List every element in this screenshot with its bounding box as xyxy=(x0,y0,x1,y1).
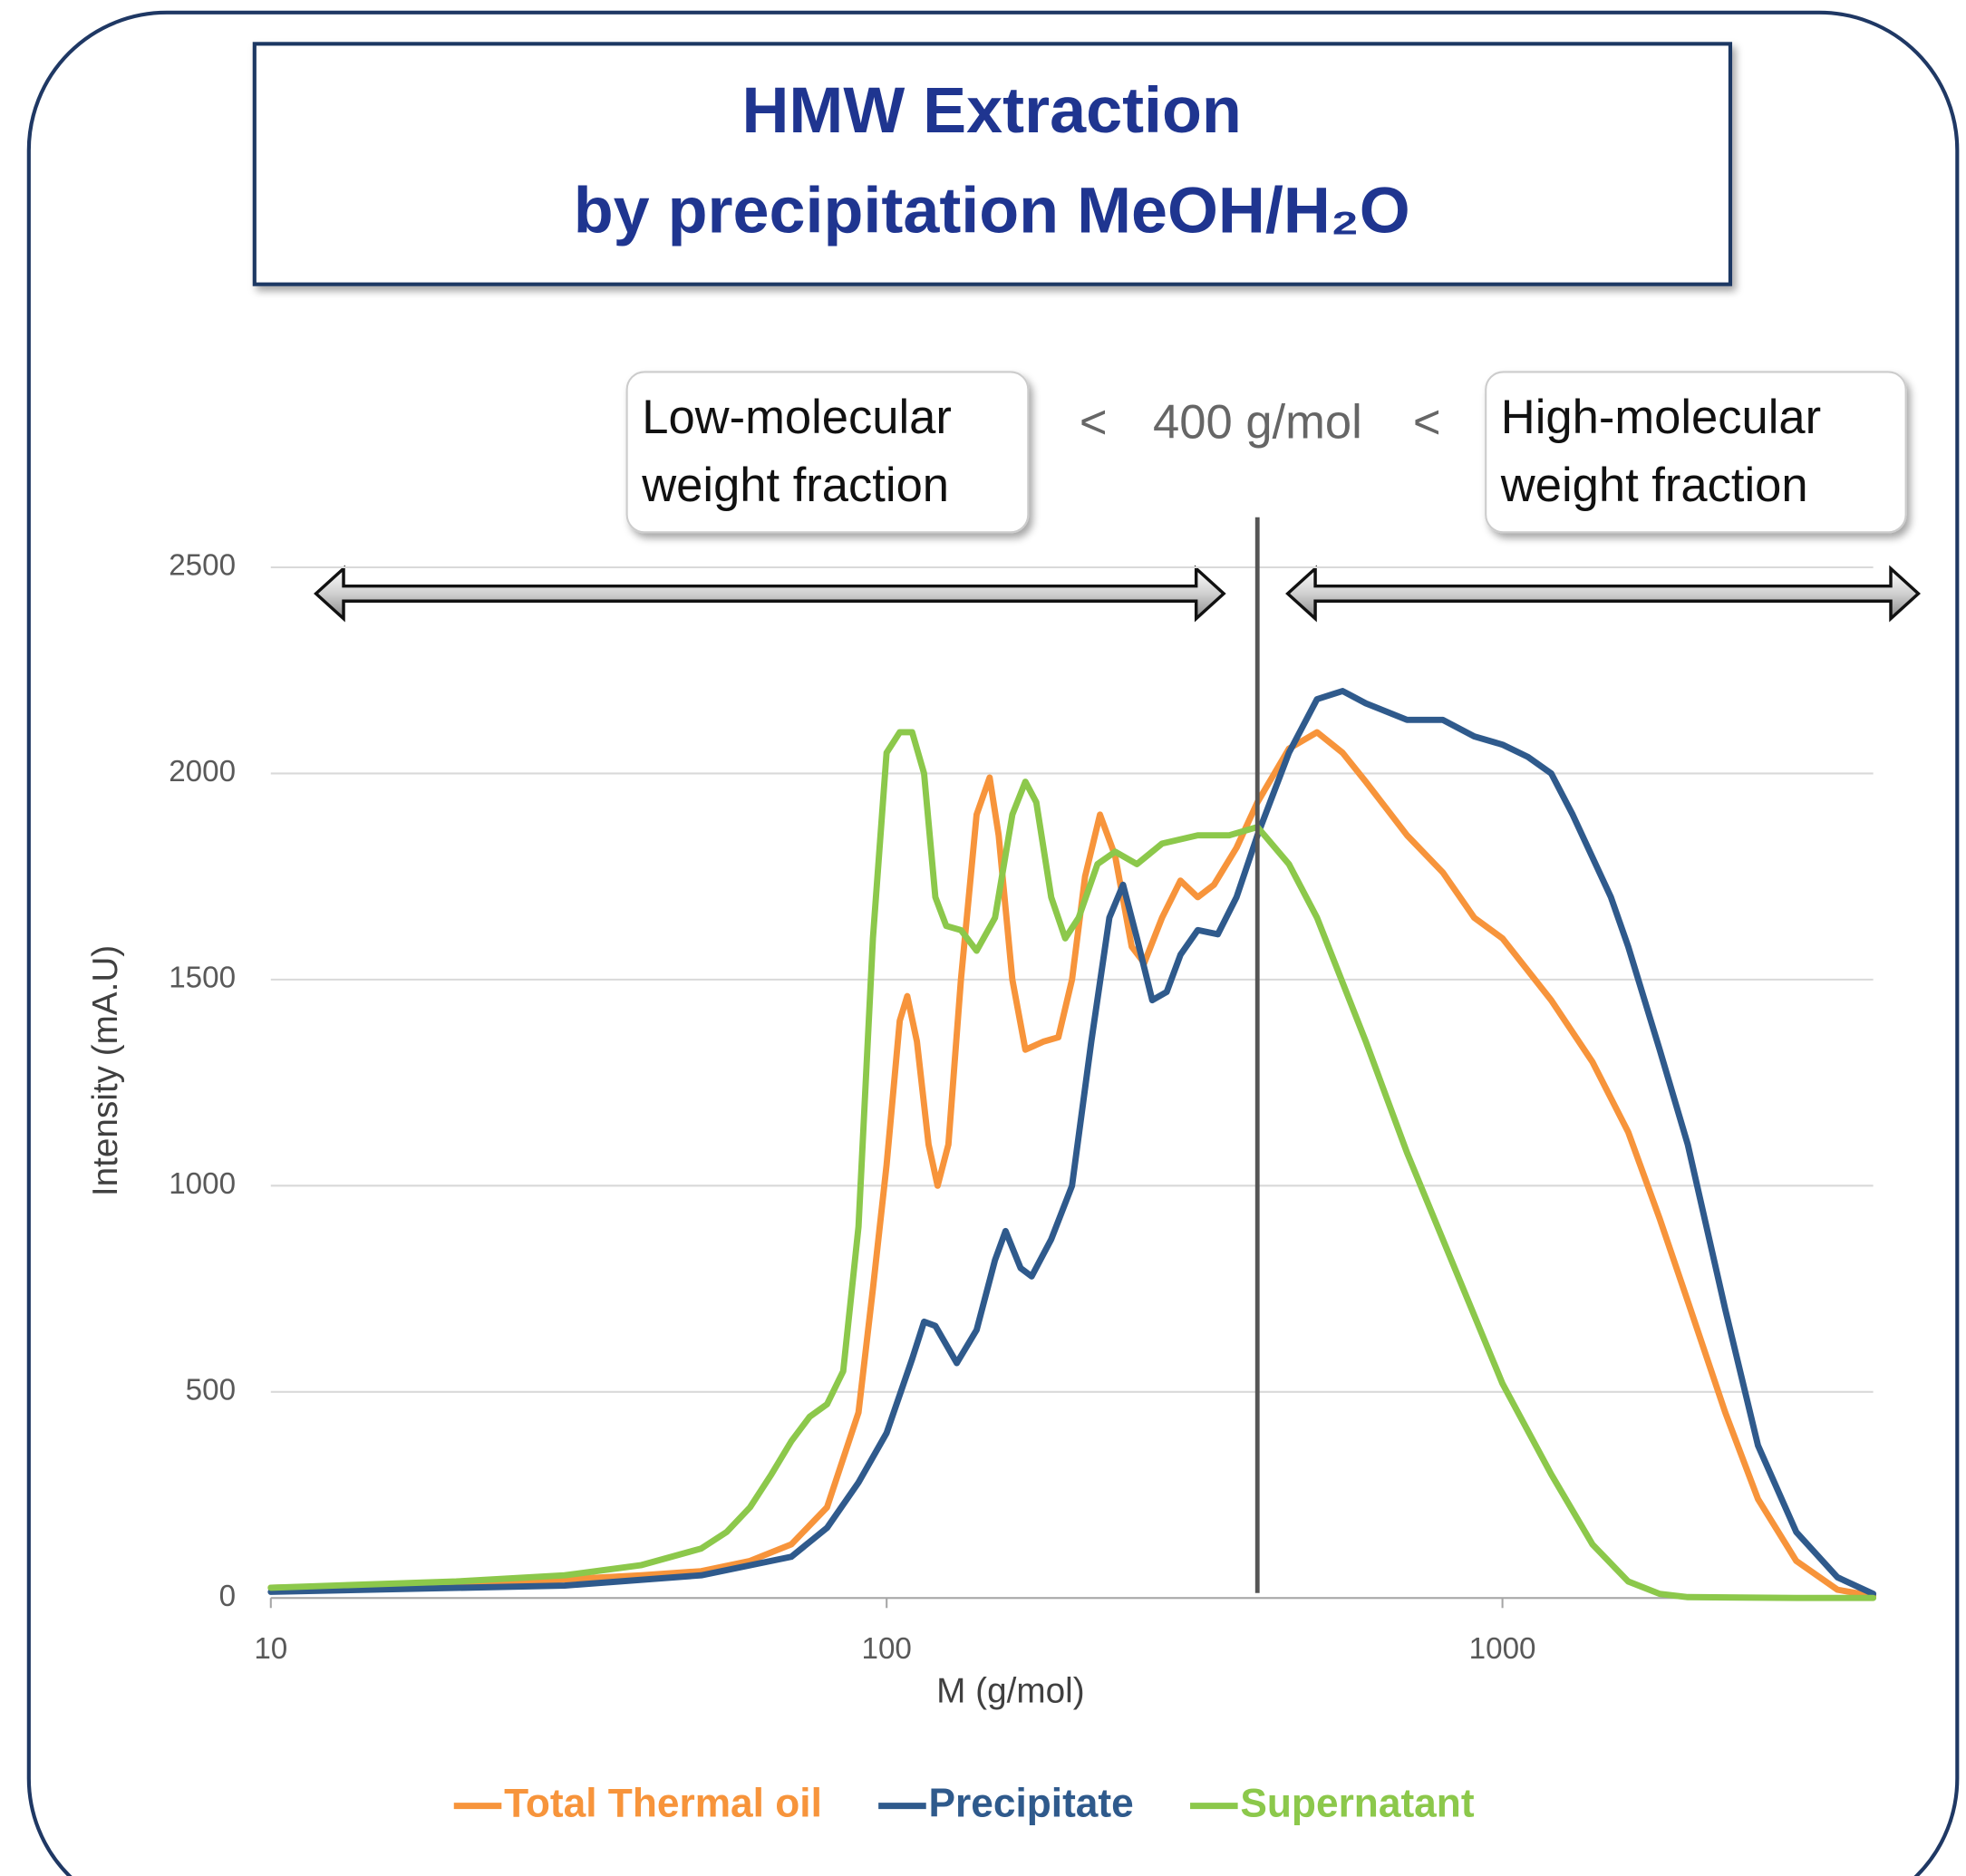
legend-label: Supernatant xyxy=(1240,1781,1474,1825)
range-arrow xyxy=(1285,565,1922,623)
y-tick-label: 1500 xyxy=(169,962,236,995)
y-tick-label: 1000 xyxy=(169,1167,236,1201)
title-box xyxy=(252,42,1733,286)
annotation: Low-molecular xyxy=(642,391,952,444)
annotation: < xyxy=(1080,396,1108,450)
x-tick-label: 10 xyxy=(254,1632,287,1666)
annotation: < xyxy=(1413,396,1441,450)
legend-label: Total Thermal oil xyxy=(504,1781,822,1825)
chart-title: by precipitation MeOH/H₂O xyxy=(574,175,1410,247)
legend-label: Precipitate xyxy=(928,1781,1133,1825)
y-axis-label: Intensity (mA.U) xyxy=(86,945,125,1196)
y-tick-label: 500 xyxy=(186,1374,236,1407)
annotation-box xyxy=(1485,371,1907,534)
series-line xyxy=(267,688,1877,1598)
annotation-box xyxy=(625,371,1030,534)
plot-area: 0 500 1000 1500 2000 2500 10 100 1000 M (g/mol) In… xyxy=(86,517,1877,1825)
y-tick-label: 2000 xyxy=(169,755,236,788)
annotation: High-molecular xyxy=(1501,391,1821,444)
x-tick-label: 100 xyxy=(861,1632,911,1666)
series-line xyxy=(267,729,1877,1600)
y-tick-label: 2500 xyxy=(169,549,236,583)
annotation: weight fraction xyxy=(641,459,949,512)
frame xyxy=(26,10,1960,1876)
x-tick-label: 1000 xyxy=(1469,1632,1536,1666)
y-tick-label: 0 xyxy=(219,1580,236,1613)
series-line xyxy=(267,729,1877,1601)
annotation: weight fraction xyxy=(1500,459,1808,512)
chart-title: HMW Extraction xyxy=(741,74,1241,147)
x-axis-label: M (g/mol) xyxy=(936,1671,1085,1710)
threshold-label: 400 g/mol xyxy=(1153,396,1362,450)
range-arrow xyxy=(314,565,1226,623)
